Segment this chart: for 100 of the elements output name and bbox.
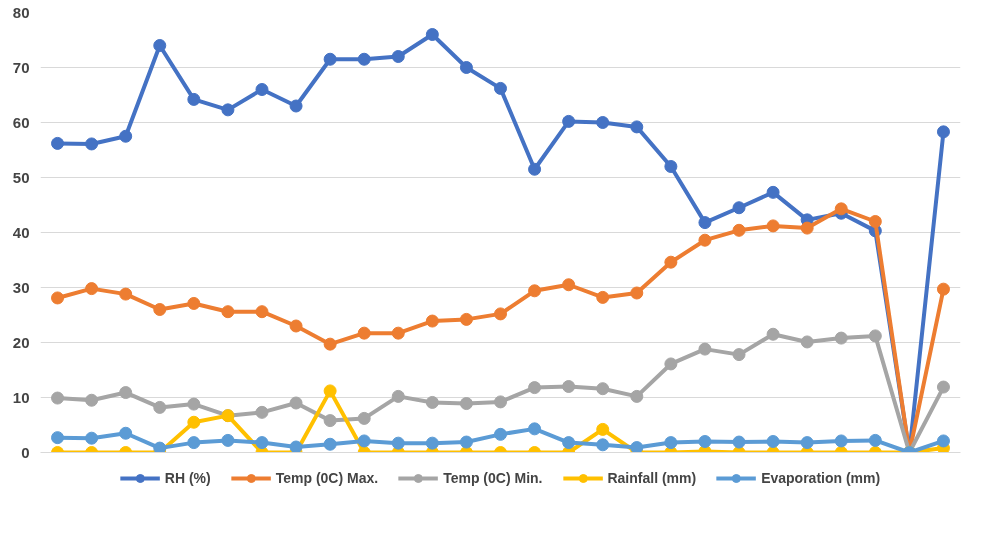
point [562,436,576,450]
point [357,52,371,66]
point [323,437,337,451]
point [119,287,133,301]
point [459,61,473,74]
point [562,278,576,292]
point [698,435,712,448]
point [630,389,644,403]
point [868,215,882,228]
point [528,422,542,436]
point [664,357,678,371]
point [255,436,269,450]
point [357,411,371,425]
point [596,290,610,304]
point [85,431,99,445]
point [596,382,610,396]
point [357,326,371,340]
point [528,162,542,176]
point [85,137,99,151]
point [528,284,542,298]
point [494,81,507,95]
legend-label: Rainfall (mm) [607,470,697,486]
point [800,436,814,450]
point [425,395,439,409]
point [187,397,201,411]
point [425,436,439,450]
legend-label: RH (%) [164,470,211,486]
y-tick-label: 60 [12,113,30,131]
point [936,282,950,296]
point [698,216,712,230]
point [221,103,235,117]
point [425,28,439,41]
point [85,393,99,407]
point [766,219,780,233]
point [153,303,167,316]
point [51,291,65,305]
point [289,319,303,333]
point [187,92,201,106]
point [596,422,610,436]
point [391,389,405,403]
point [732,435,746,449]
point [936,434,950,448]
point [698,233,712,247]
point [119,129,133,143]
point [800,221,814,235]
point [868,433,882,447]
point [51,431,65,445]
point [664,255,678,269]
point [391,50,405,63]
point [459,397,473,411]
point [459,435,473,449]
point [664,436,678,450]
point [221,305,235,319]
point [596,116,610,129]
y-tick-label: 0 [21,443,30,461]
point [596,438,610,452]
point [766,327,780,341]
point [187,296,201,310]
point [119,426,133,440]
point [936,125,950,139]
legend-label: Temp (0C) Max. [275,470,379,486]
point [562,114,576,128]
y-tick-label: 20 [12,333,30,351]
point [868,329,882,343]
y-tick-label: 30 [12,278,30,296]
point [732,223,746,237]
point [494,427,507,441]
legend-label: Evaporation (mm) [761,470,881,486]
point [630,441,644,453]
point [459,312,473,326]
point [323,414,337,428]
point [425,314,439,328]
point [153,400,167,414]
y-tick-label: 10 [12,388,30,406]
point [221,433,235,447]
point [528,381,542,395]
point [255,83,269,96]
y-tick-label: 80 [12,3,30,21]
point [800,335,814,349]
y-tick-label: 70 [12,58,30,76]
point [289,99,303,113]
point [323,384,337,398]
point [187,415,201,429]
point [936,380,950,394]
point [85,282,99,296]
point [732,348,746,362]
point [630,286,644,300]
point [119,386,133,400]
point [357,434,371,448]
point [391,436,405,450]
point [255,405,269,419]
point [834,434,848,448]
point [255,305,269,319]
point [834,331,848,345]
point [766,435,780,448]
point [187,436,201,450]
y-tick-label: 40 [12,223,30,241]
point [153,39,167,52]
point [494,307,507,321]
point [494,395,507,409]
